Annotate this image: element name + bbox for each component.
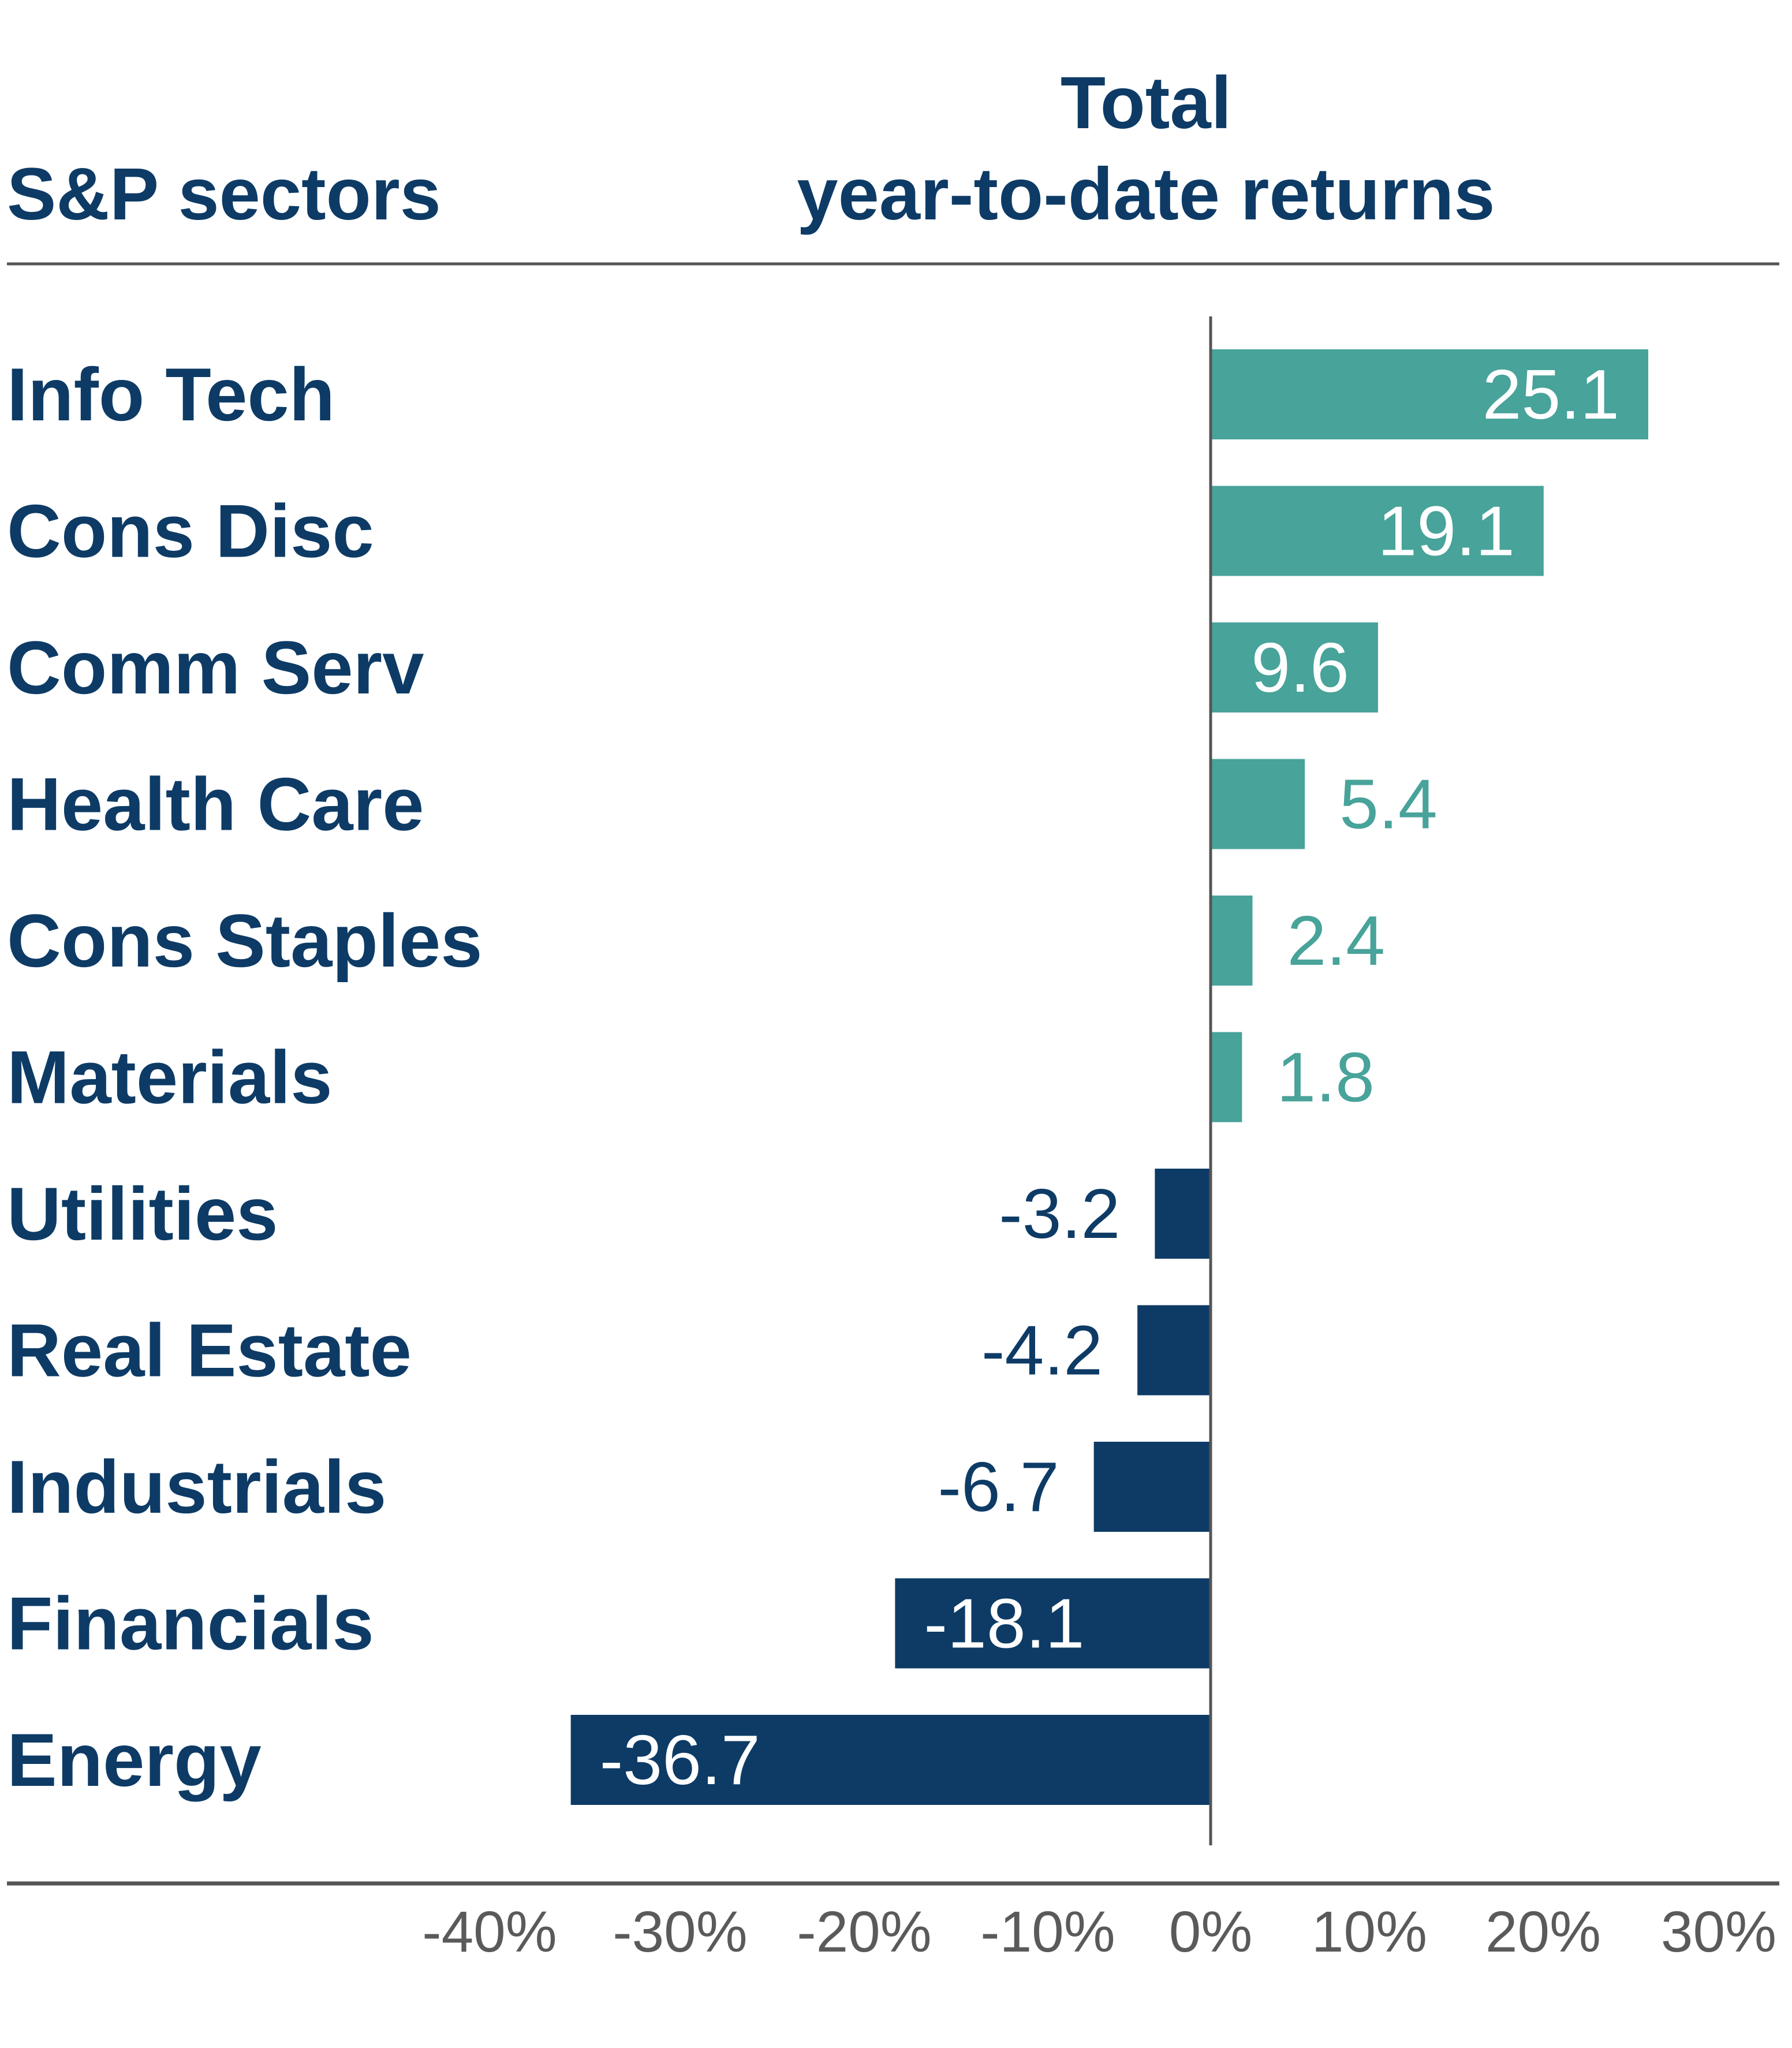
category-label-info-tech: Info Tech [7, 352, 335, 437]
category-label-comm-serv: Comm Serv [7, 625, 424, 710]
bar-industrials [1093, 1442, 1211, 1532]
value-label-cons-disc: 19.1 [1377, 492, 1514, 570]
category-label-financials: Financials [7, 1581, 374, 1666]
value-label-financials: -18.1 [924, 1584, 1084, 1663]
category-label-cons-staples: Cons Staples [7, 898, 483, 983]
bar-info-tech [1211, 349, 1649, 439]
x-tick-label-10: 10% [1312, 1900, 1427, 1964]
bar-materials [1211, 1032, 1242, 1122]
x-tick-label-20: -20% [797, 1900, 931, 1964]
value-label-industrials: -6.7 [938, 1448, 1059, 1526]
x-tick-label-10: -10% [980, 1900, 1115, 1964]
chart-title-line-2: year-to-date returns [797, 153, 1495, 236]
x-tick-label-30: 30% [1661, 1900, 1776, 1964]
value-label-info-tech: 25.1 [1483, 355, 1619, 434]
category-label-utilities: Utilities [7, 1172, 278, 1256]
value-label-comm-serv: 9.6 [1251, 628, 1349, 707]
category-label-materials: Materials [7, 1035, 333, 1120]
x-tick-label-0: 0% [1169, 1900, 1253, 1964]
x-tick-label-20: 20% [1485, 1900, 1601, 1964]
value-label-utilities: -3.2 [999, 1174, 1120, 1253]
bar-utilities [1155, 1169, 1211, 1259]
bar-health-care [1211, 759, 1305, 849]
bar-financials [895, 1578, 1211, 1669]
category-label-real-estate: Real Estate [7, 1308, 412, 1393]
value-label-cons-staples: 2.4 [1287, 901, 1385, 980]
value-label-health-care: 5.4 [1339, 765, 1438, 844]
bar-cons-staples [1211, 896, 1253, 986]
category-label-energy: Energy [7, 1718, 262, 1802]
chart-title-line-1: Total [1061, 62, 1231, 144]
value-label-energy: -36.7 [600, 1721, 760, 1799]
category-label-cons-disc: Cons Disc [7, 489, 374, 573]
bar-real-estate [1137, 1305, 1211, 1396]
x-tick-label-40: -40% [422, 1900, 557, 1964]
category-header: S&P sectors [7, 153, 441, 236]
bar-comm-serv [1211, 622, 1378, 712]
category-label-health-care: Health Care [7, 762, 424, 846]
x-tick-label-30: -30% [613, 1900, 747, 1964]
bar-energy [570, 1715, 1211, 1805]
x-axis-ticks: -40% -30% -20% -10% 0% 10% 20% 30% [422, 1900, 1776, 1964]
bar-rows: Info Tech 25.1 Cons Disc 19.1 Comm Serv 9.6 He… [7, 349, 1649, 1805]
category-label-industrials: Industrials [7, 1445, 386, 1529]
bar-cons-disc [1211, 486, 1544, 576]
value-label-real-estate: -4.2 [981, 1311, 1103, 1390]
value-label-materials: 1.8 [1276, 1038, 1375, 1117]
